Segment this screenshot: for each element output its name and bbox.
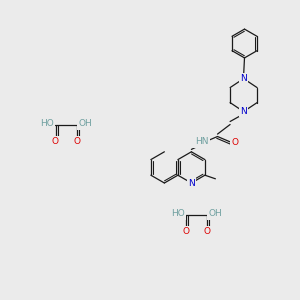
Text: O: O [73, 137, 80, 146]
Text: HN: HN [195, 137, 208, 146]
Text: O: O [182, 227, 190, 236]
Text: N: N [240, 74, 247, 83]
Text: N: N [240, 107, 247, 116]
Text: O: O [232, 138, 239, 147]
Text: OH: OH [208, 209, 222, 218]
Text: HO: HO [40, 119, 54, 128]
Text: O: O [52, 137, 59, 146]
Text: OH: OH [78, 119, 92, 128]
Text: O: O [203, 227, 211, 236]
Text: N: N [188, 178, 195, 188]
Text: HO: HO [171, 209, 184, 218]
